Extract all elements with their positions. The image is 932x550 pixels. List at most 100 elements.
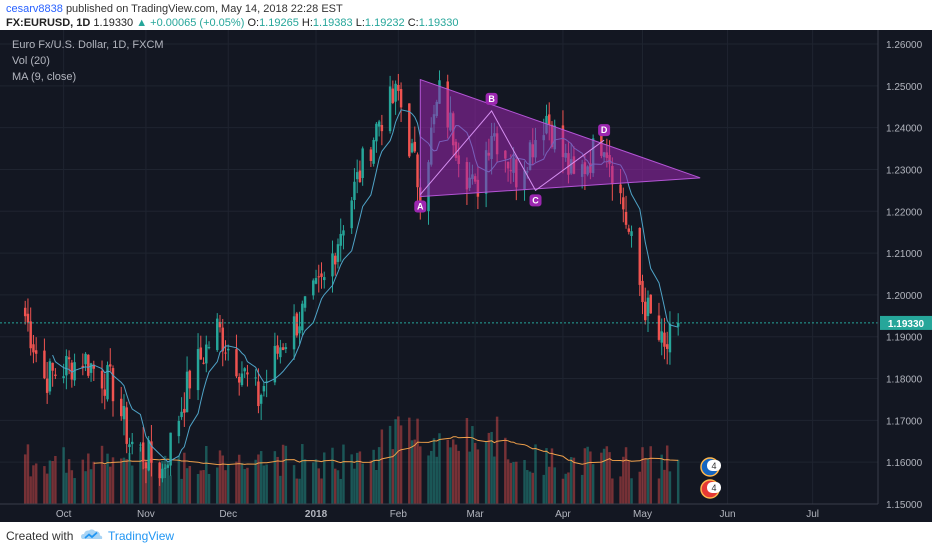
publish-info: cesarv8838 published on TradingView.com,… (6, 3, 343, 15)
candle-body (89, 363, 93, 373)
low-label: L: (355, 17, 365, 29)
volume-bar (663, 469, 666, 504)
price-tick-label: 1.19000 (886, 333, 923, 344)
volume-bar (542, 474, 545, 504)
volume-bar (333, 468, 337, 504)
volume-bar (561, 478, 565, 504)
volume-bar (394, 419, 397, 504)
high-value: 1.19383 (312, 17, 353, 29)
candle-body (314, 278, 318, 284)
author-link[interactable]: cesarv8838 (6, 3, 63, 15)
candle-body (410, 143, 414, 153)
tradingview-cloud-icon (81, 529, 103, 539)
volume-bar (391, 449, 395, 504)
candle-body (276, 345, 279, 354)
candle-body (663, 332, 666, 347)
candle-body (317, 276, 321, 278)
volume-bar (237, 454, 241, 504)
volume-bar (377, 447, 381, 504)
volume-bar (493, 456, 496, 504)
volume-bar (446, 439, 449, 504)
volume-bar (567, 472, 570, 504)
volume-ma-line (93, 436, 679, 466)
candle-body (622, 197, 625, 210)
volume-bar (454, 444, 458, 504)
volume-bar (65, 472, 68, 504)
chart-area[interactable]: 1.26000 1.25000 1.24000 1.23000 1.22000 1.210… (0, 30, 932, 522)
candle-body (84, 353, 87, 365)
candle-body (246, 372, 249, 375)
volume-bar (34, 463, 38, 504)
volume-bar (139, 446, 142, 504)
price-chart[interactable]: 1.26000 1.25000 1.24000 1.23000 1.22000 1.210… (0, 30, 932, 522)
price-tick-label: 1.17000 (886, 416, 923, 427)
candle-body (262, 386, 266, 392)
candle-body (185, 371, 189, 413)
time-tick-label: Oct (56, 509, 72, 520)
volume-bar (119, 458, 123, 504)
candle-body (73, 362, 76, 381)
volume-bar (638, 471, 642, 504)
candle-body (221, 327, 224, 352)
candle-body (43, 350, 46, 379)
volume-bar (323, 452, 326, 504)
price-change: ▲ +0.00065 (+0.05%) (136, 17, 245, 29)
volume-bar (471, 426, 474, 504)
volume-bar (199, 470, 203, 504)
candle-body (336, 244, 340, 262)
volume-bar (235, 461, 238, 504)
event-badge-1[interactable]: 4 (700, 457, 721, 477)
candle-body (419, 187, 422, 209)
candle-body (109, 364, 112, 367)
volume-bars (23, 416, 680, 504)
event-badge-2[interactable]: 4 (700, 479, 721, 499)
candle-body (51, 362, 54, 371)
tradingview-brand[interactable]: TradingView (108, 529, 175, 543)
candle-body (369, 149, 373, 161)
volume-bar (169, 475, 172, 504)
event-badge-2-text: 4 (711, 483, 716, 493)
candle-body (292, 316, 296, 350)
candle-body (312, 280, 315, 296)
volume-bar (397, 416, 400, 504)
candle-body (188, 370, 192, 389)
volume-bar (547, 466, 551, 504)
time-tick-label: Feb (390, 509, 408, 520)
candles (23, 70, 680, 486)
volume-bar (545, 448, 548, 504)
candle-body (660, 331, 663, 343)
candle-body (103, 389, 107, 396)
volume-bar (87, 453, 90, 504)
volume-bar (509, 462, 513, 504)
volume-bar (320, 478, 323, 504)
volume-bar (353, 468, 356, 504)
candle-body (279, 347, 282, 358)
volume-bar (216, 467, 219, 504)
volume-bar (600, 452, 603, 504)
volume-bar (276, 456, 279, 504)
volume-bar (476, 449, 480, 504)
volume-bar (292, 465, 296, 504)
volume-bar (163, 455, 167, 504)
volume-bar (657, 478, 661, 504)
volume-bar (399, 425, 403, 504)
candle-body (342, 230, 345, 236)
candle-body (547, 114, 551, 125)
triangle-shape (419, 78, 701, 198)
close-value: 1.19330 (418, 17, 459, 29)
volume-bar (665, 445, 669, 504)
volume-bar (495, 416, 499, 504)
volume-bar (81, 459, 85, 504)
candle-body (303, 296, 307, 308)
candle-body (394, 83, 397, 102)
volume-bar (265, 464, 268, 504)
candle-body (111, 368, 115, 402)
volume-bar (284, 445, 288, 504)
candle-body (67, 357, 71, 360)
candle-body (100, 371, 104, 389)
candle-body (48, 361, 52, 392)
volume-bar (608, 452, 611, 504)
volume-bar (54, 455, 57, 504)
candle-body (298, 326, 301, 334)
time-tick-label: 2018 (305, 509, 328, 520)
